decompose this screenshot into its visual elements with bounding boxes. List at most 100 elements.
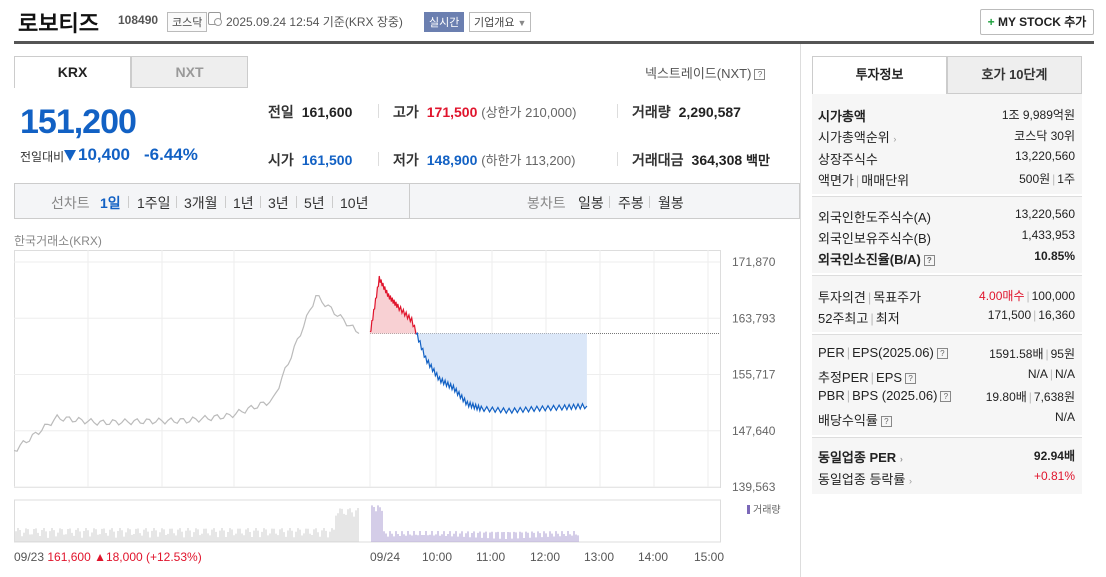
stock-name: 로보티즈 — [18, 11, 99, 36]
help-icon[interactable]: ? — [940, 391, 952, 403]
row-52week: 52주최고 | 최저 171,500 | 16,360 — [818, 308, 1075, 326]
row-per-eps: PER | EPS(2025.06)? 1591.58배 | 95원 — [818, 345, 1075, 361]
x-tick-label: 13:00 — [584, 550, 614, 564]
row-foreign-ratio: 외국인소진율(B/A)? 10.85% — [818, 249, 1075, 267]
row-est-per: 추정PER | EPS? N/A | N/A — [818, 367, 1075, 385]
prev-day-footer: 09/23 161,600 ▲18,000 (+12.53%) — [14, 550, 202, 564]
chevron-right-icon: › — [893, 134, 897, 144]
header-divider — [14, 41, 1094, 44]
change-percent: -6.44% — [144, 145, 198, 164]
tab-nxt[interactable]: NXT — [131, 56, 248, 88]
quote-datetime: 2025.09.24 12:54 기준(KRX 장중) — [226, 15, 403, 29]
section-divider — [812, 437, 1082, 438]
stat-high: 고가 171,500 (상한가 210,000) — [393, 104, 577, 120]
stat-prev: 전일 161,600 — [268, 104, 353, 120]
right-tabs: 투자정보 호가 10단계 — [812, 56, 1082, 94]
y-tick-label: 155,717 — [732, 368, 776, 382]
chart-source-label: 한국거래소(KRX) — [14, 234, 102, 248]
volume-legend-label: 거래량 — [753, 504, 781, 516]
period-5y[interactable]: 5년 — [304, 195, 325, 211]
row-foreign-limit: 외국인한도주식수(A) 13,220,560 — [818, 207, 1075, 225]
invest-section-industry: 동일업종 PER › 92.94배 동일업종 등락률 › +0.81% — [812, 438, 1082, 494]
chart-period-bar: 선차트 1일 1주일 3개월 1년 3년 5년 10년 봉차트 일봉 주봉 월봉 — [14, 183, 800, 219]
x-tick-label: 09/24 — [370, 550, 400, 564]
row-industry-per[interactable]: 동일업종 PER › 92.94배 — [818, 449, 1075, 465]
invest-section-opinion: 투자의견 | 목표주가 4.00매수 | 100,000 52주최고 | 최저 171,500 |… — [812, 276, 1082, 332]
help-icon[interactable]: ? — [905, 373, 917, 385]
change-value: 10,400 — [64, 145, 130, 165]
market-badge: 코스닥 — [167, 12, 208, 32]
add-mystock-button[interactable]: + MY STOCK 추가 — [980, 9, 1094, 35]
area-below-reference — [415, 333, 587, 414]
x-tick-label: 10:00 — [422, 550, 452, 564]
chevron-right-icon: › — [899, 454, 903, 464]
x-tick-label: 15:00 — [694, 550, 724, 564]
stat-divider — [617, 152, 618, 166]
live-badge: 실시간 — [424, 12, 465, 32]
stat-open: 시가 161,500 — [268, 152, 353, 168]
candle-chart-label: 봉차트 — [527, 195, 566, 211]
stat-divider — [378, 152, 379, 166]
price-chart[interactable]: 171,870 163,793 155,717 147,640 139,563 거래량 09… — [14, 250, 800, 577]
plus-icon: + — [987, 15, 995, 29]
section-divider — [812, 334, 1082, 335]
help-icon[interactable]: ? — [936, 348, 948, 360]
stat-low: 저가 148,900 (하한가 113,200) — [393, 152, 576, 168]
period-1d[interactable]: 1일 — [100, 195, 121, 211]
stock-header: 로보티즈 108490 코스닥 2025.09.24 12:54 기준(KRX … — [0, 0, 1106, 44]
row-pbr-bps: PBR | BPS (2025.06)? 19.80배 | 7,638원 — [818, 388, 1075, 404]
tab-orderbook-10[interactable]: 호가 10단계 — [947, 56, 1082, 94]
row-shares: 상장주식수 13,220,560 — [818, 149, 1075, 167]
chevron-down-icon: ▼ — [517, 18, 527, 28]
period-1y[interactable]: 1년 — [233, 195, 254, 211]
stat-divider — [617, 104, 618, 118]
clock-icon — [208, 12, 222, 26]
nexttrade-link[interactable]: 넥스트레이드(NXT)? — [645, 63, 766, 82]
period-1w[interactable]: 1주일 — [137, 195, 171, 211]
candle-monthly[interactable]: 월봉 — [658, 195, 684, 211]
section-divider — [812, 196, 1082, 197]
stat-amount: 거래대금 364,308 백만 — [632, 152, 770, 168]
series-prev-day-line — [14, 295, 360, 452]
row-industry-rate[interactable]: 동일업종 등락률 › +0.81% — [818, 469, 1075, 487]
invest-section-mcap: 시가총액 1조 9,989억원 시가총액순위 › 코스닥 30위 상장주식수 13,2… — [812, 94, 1082, 194]
period-3y[interactable]: 3년 — [268, 195, 289, 211]
y-tick-label: 163,793 — [732, 311, 776, 325]
row-dividend: 배당수익률? N/A — [818, 410, 1075, 428]
help-icon[interactable]: ? — [880, 416, 892, 428]
line-chart-label: 선차트 — [51, 195, 90, 211]
tab-krx[interactable]: KRX — [14, 56, 131, 88]
row-mcap-rank[interactable]: 시가총액순위 › 코스닥 30위 — [818, 129, 1075, 145]
series-today-up-line — [369, 275, 417, 335]
invest-section-valuation: PER | EPS(2025.06)? 1591.58배 | 95원 추정PER | EPS?… — [812, 335, 1082, 435]
stat-volume: 거래량 2,290,587 — [632, 104, 741, 120]
section-divider — [812, 275, 1082, 276]
stock-code: 108490 — [118, 13, 159, 27]
exchange-tabs: KRX NXT — [14, 56, 248, 88]
volume-frame — [14, 499, 721, 543]
candle-daily[interactable]: 일봉 — [578, 195, 604, 211]
plot-frame — [14, 250, 721, 488]
chevron-right-icon: › — [908, 476, 912, 486]
series-today-down-line — [415, 331, 588, 415]
current-price: 151,200 — [20, 103, 137, 141]
help-icon[interactable]: ? — [923, 255, 935, 267]
x-tick-label: 12:00 — [530, 550, 560, 564]
candle-weekly[interactable]: 주봉 — [618, 195, 644, 211]
row-mcap: 시가총액 1조 9,989억원 — [818, 108, 1075, 124]
y-tick-label: 139,563 — [732, 480, 776, 494]
row-face-unit: 액면가 | 매매단위 500원 | 1주 — [818, 172, 1075, 188]
period-10y[interactable]: 10년 — [340, 195, 369, 211]
stat-divider — [378, 104, 379, 118]
x-tick-label: 11:00 — [476, 550, 505, 564]
y-tick-label: 147,640 — [732, 424, 776, 438]
panel-divider — [800, 44, 801, 577]
row-opinion: 투자의견 | 목표주가 4.00매수 | 100,000 — [818, 289, 1075, 305]
x-tick-label: 14:00 — [638, 550, 668, 564]
y-tick-label: 171,870 — [732, 255, 776, 269]
help-icon: ? — [754, 69, 766, 81]
corp-info-dropdown[interactable]: 기업개요 ▼ — [469, 12, 532, 32]
invest-section-foreign: 외국인한도주식수(A) 13,220,560 외국인보유주식수(B) 1,433,9… — [812, 197, 1082, 273]
tab-invest-info[interactable]: 투자정보 — [812, 56, 947, 94]
period-3m[interactable]: 3개월 — [184, 195, 218, 211]
